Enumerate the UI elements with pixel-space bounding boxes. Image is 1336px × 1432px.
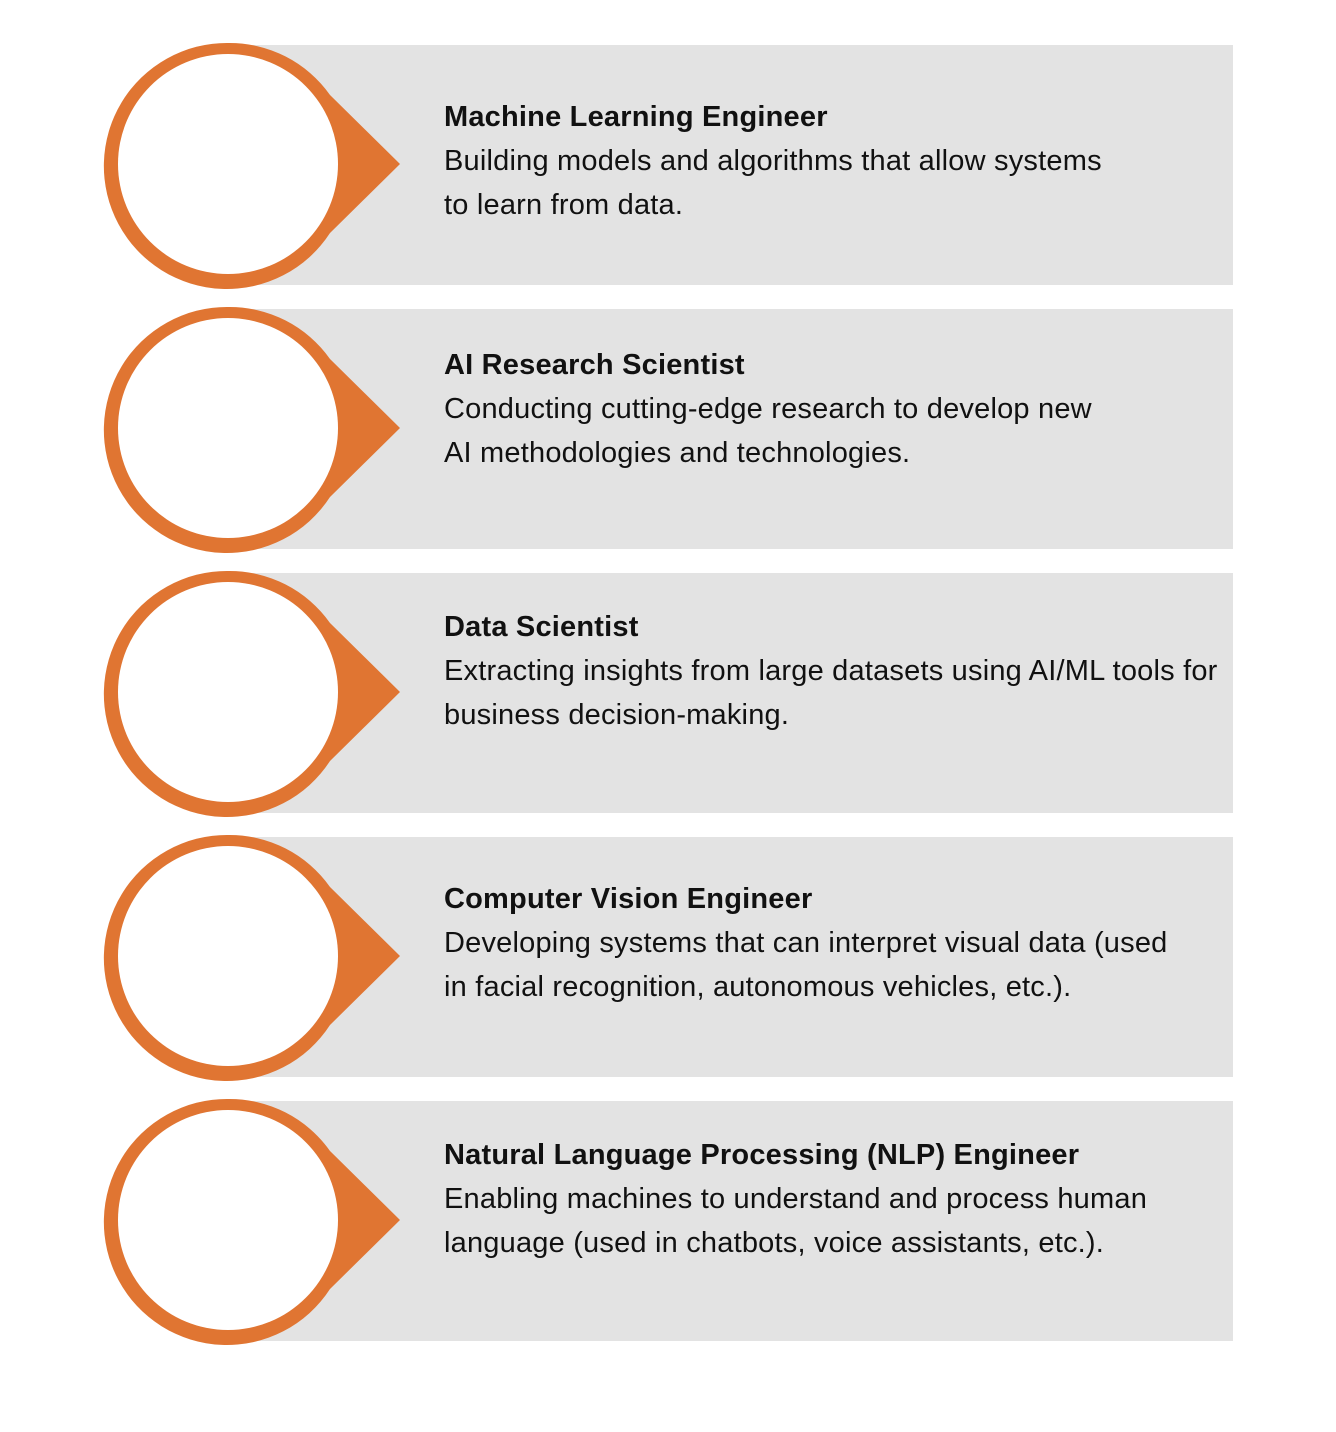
role-title: Data Scientist xyxy=(444,611,639,643)
pin-marker-icon xyxy=(103,834,400,1081)
role-text: Data Scientist Extracting insights from … xyxy=(444,605,1224,737)
role-description: Conducting cutting-edge research to deve… xyxy=(444,393,1092,469)
pin-marker-icon xyxy=(103,306,400,553)
role-item-ai-research-scientist: AI Research Scientist Conducting cutting… xyxy=(0,305,1336,555)
pin-marker-icon xyxy=(103,42,400,289)
role-title: Computer Vision Engineer xyxy=(444,883,813,915)
role-text: Computer Vision Engineer Developing syst… xyxy=(444,877,1224,1009)
role-description: Enabling machines to understand and proc… xyxy=(444,1183,1148,1259)
role-text: AI Research Scientist Conducting cutting… xyxy=(444,343,1224,475)
pin-marker-icon xyxy=(103,570,400,817)
role-description: Extracting insights from large datasets … xyxy=(444,655,1218,731)
pin-marker-icon xyxy=(103,1098,400,1345)
role-item-machine-learning-engineer: Machine Learning Engineer Building model… xyxy=(0,41,1336,291)
role-title: Natural Language Processing (NLP) Engine… xyxy=(444,1139,1080,1171)
role-title: AI Research Scientist xyxy=(444,349,745,381)
role-description: Developing systems that can interpret vi… xyxy=(444,927,1168,1003)
role-item-data-scientist: Data Scientist Extracting insights from … xyxy=(0,569,1336,819)
role-description: Building models and algorithms that allo… xyxy=(444,145,1102,221)
role-text: Machine Learning Engineer Building model… xyxy=(444,95,1224,227)
role-text: Natural Language Processing (NLP) Engine… xyxy=(444,1133,1224,1265)
role-item-computer-vision-engineer: Computer Vision Engineer Developing syst… xyxy=(0,833,1336,1083)
role-title: Machine Learning Engineer xyxy=(444,101,828,133)
role-item-nlp-engineer: Natural Language Processing (NLP) Engine… xyxy=(0,1097,1336,1347)
